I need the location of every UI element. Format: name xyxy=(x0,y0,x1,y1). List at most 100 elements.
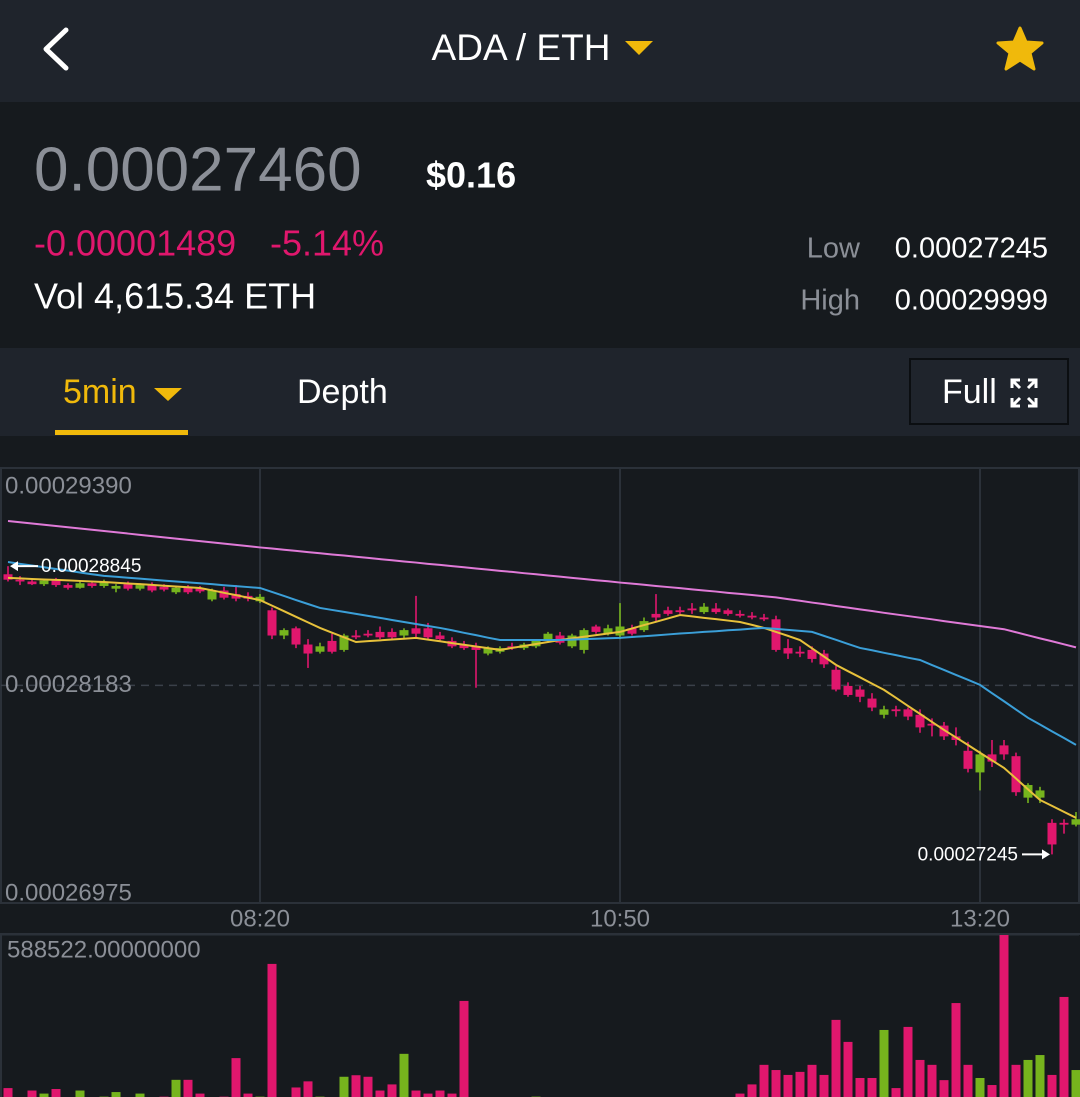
volume-bar xyxy=(927,1064,937,1097)
price-change: -0.00001489 xyxy=(34,223,236,264)
pair-dropdown-icon[interactable] xyxy=(625,41,653,55)
top-bar xyxy=(0,0,1080,102)
candle-body xyxy=(63,585,73,588)
volume-bar xyxy=(999,935,1009,1097)
candle-body xyxy=(1047,822,1057,845)
interval-tab[interactable]: 5min xyxy=(63,373,137,411)
full-button[interactable] xyxy=(909,358,1069,425)
volume-bar xyxy=(747,1084,757,1097)
volume-bar xyxy=(183,1079,193,1097)
candle-body xyxy=(1035,790,1045,798)
volume-bar xyxy=(807,1064,817,1097)
volume-bar xyxy=(1047,1074,1057,1097)
active-tab-underline xyxy=(55,430,188,435)
candle-body xyxy=(747,615,757,618)
volume-bar xyxy=(339,1076,349,1097)
tab-bar xyxy=(0,348,1080,436)
volume-bar xyxy=(411,1090,421,1097)
volume-bar xyxy=(1035,1055,1045,1097)
candle-body xyxy=(123,584,133,589)
volume-bar xyxy=(303,1081,313,1097)
volume-bar xyxy=(459,1000,469,1097)
candle-body xyxy=(975,754,985,773)
candle-body xyxy=(195,588,205,592)
volume-bar xyxy=(363,1076,373,1097)
candle-body xyxy=(159,586,169,590)
min-marker-arrowhead xyxy=(1042,849,1050,860)
candle-body xyxy=(87,583,97,586)
x-tick-label: 08:20 xyxy=(230,905,290,932)
candle-body xyxy=(411,628,421,634)
volume-bar xyxy=(267,963,277,1097)
moving-average-line xyxy=(7,576,1077,819)
full-label[interactable]: Full xyxy=(942,373,997,411)
candle-body xyxy=(807,649,817,659)
volume-bar xyxy=(771,1070,781,1097)
volume-bar xyxy=(939,1080,949,1097)
candle-body xyxy=(303,644,313,654)
candle-body xyxy=(75,583,85,588)
volume-bar xyxy=(243,1093,253,1097)
volume-bar xyxy=(1071,1070,1080,1097)
candle-body xyxy=(291,628,301,645)
interval-dropdown-icon[interactable] xyxy=(154,388,182,401)
high-label: High xyxy=(800,285,860,317)
low-value: 0.00027245 xyxy=(895,233,1048,265)
moving-average-line xyxy=(7,561,1077,746)
candle-body xyxy=(51,580,61,586)
volume-bar xyxy=(351,1075,361,1097)
candle-body xyxy=(699,606,709,613)
moving-average-line xyxy=(7,519,1077,649)
volume-24h: Vol 4,615.34 ETH xyxy=(34,276,316,317)
volume-bar xyxy=(831,1019,841,1097)
volume-bar xyxy=(879,1029,889,1097)
volume-tick-label: 588522.00000000 xyxy=(7,936,201,963)
favorite-star[interactable] xyxy=(996,26,1044,71)
candle-body xyxy=(903,709,913,717)
candle-body xyxy=(183,587,193,593)
y-tick-label: 0.00029390 xyxy=(5,472,132,499)
candle-body xyxy=(999,745,1009,755)
candle-body xyxy=(399,630,409,636)
depth-tab[interactable]: Depth xyxy=(297,373,388,411)
candle-body xyxy=(147,585,157,591)
candle-body xyxy=(915,714,925,728)
candle-body xyxy=(27,581,37,585)
ticker-panel xyxy=(0,102,1080,348)
volume-bar xyxy=(3,1088,13,1097)
candle-body xyxy=(315,646,325,652)
y-tick-label: 0.00028183 xyxy=(5,671,132,698)
candle-body xyxy=(135,585,145,589)
candle-body xyxy=(327,640,337,652)
candle-body xyxy=(39,580,49,585)
candle-body xyxy=(591,626,601,632)
fullscreen-icon[interactable] xyxy=(1010,378,1038,408)
candle-body xyxy=(663,610,673,614)
candle-body xyxy=(987,754,997,762)
volume-bar xyxy=(951,1003,961,1097)
candle-body xyxy=(759,617,769,620)
candle-body xyxy=(363,633,373,636)
back-button[interactable] xyxy=(43,27,69,71)
volume-bar xyxy=(375,1090,385,1097)
volume-bar xyxy=(1023,1059,1033,1097)
candle-body xyxy=(219,590,229,598)
x-tick-label: 13:20 xyxy=(950,905,1010,932)
pair-title[interactable]: ADA / ETH xyxy=(432,27,611,68)
volume-bar xyxy=(111,1092,121,1097)
volume-bar xyxy=(135,1093,145,1097)
candle-body xyxy=(471,646,481,650)
candle-body xyxy=(855,689,865,697)
candle-body xyxy=(543,633,553,641)
candle-body xyxy=(867,698,877,708)
candle-body xyxy=(483,648,493,654)
volume-bar xyxy=(759,1064,769,1097)
last-price: 0.00027460 xyxy=(34,135,362,204)
candle-body xyxy=(963,750,973,769)
candle-body xyxy=(435,635,445,640)
volume-bar xyxy=(231,1058,241,1097)
volume-bar xyxy=(819,1074,829,1097)
candle-body xyxy=(675,610,685,613)
candle-body xyxy=(603,628,613,634)
